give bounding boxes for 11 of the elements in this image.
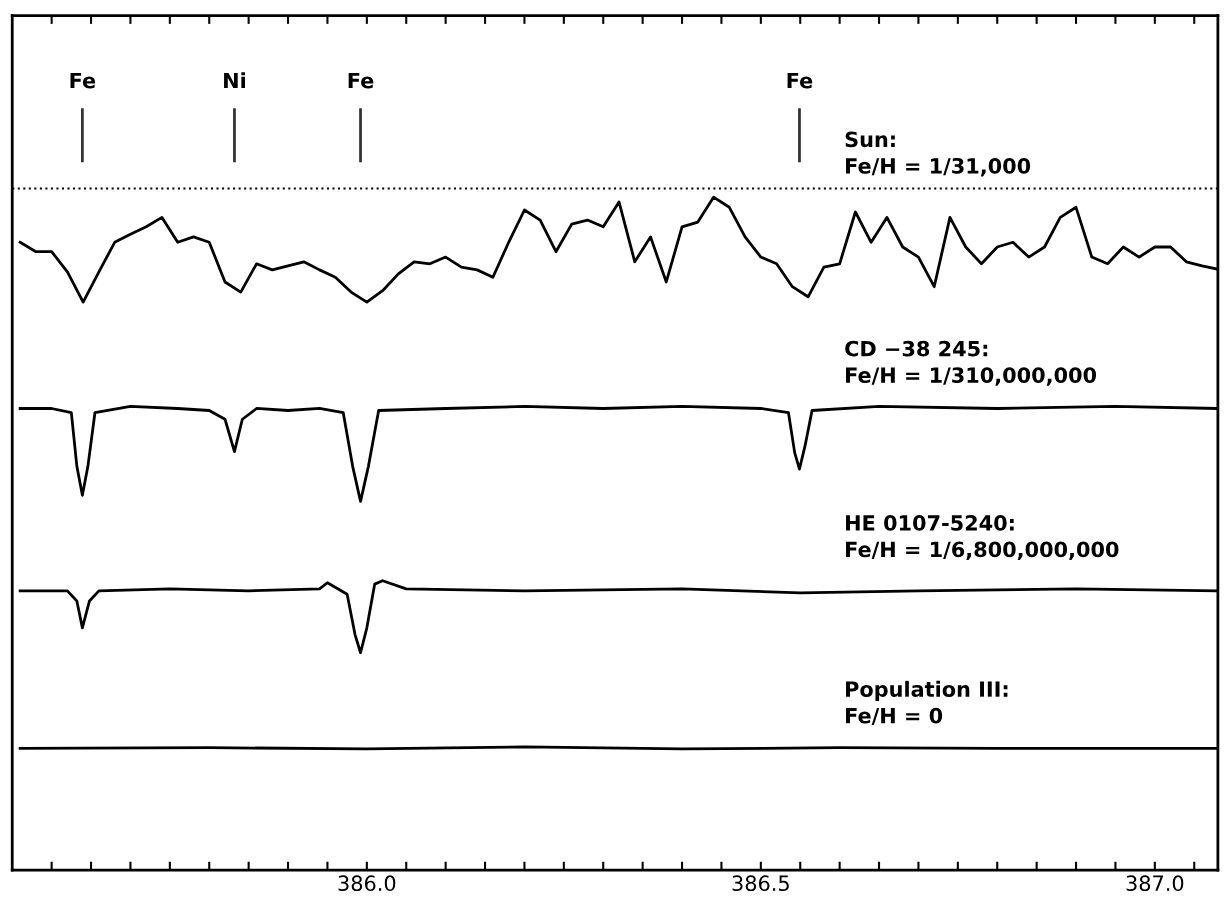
x-tick-label: 386.0 [338,875,396,892]
x-tick-label: 386.5 [732,875,789,892]
ref-line-label: Fe [348,72,374,89]
series-label: Population III: Fe/H = 0 [846,680,1008,726]
series-label: CD −38 245: Fe/H = 1/310,000,000 [845,340,1097,386]
ref-line-label: Fe [787,72,813,89]
x-tick-label: 387.0 [1126,875,1184,892]
ref-line-label: Fe [70,72,96,89]
series-label: HE 0107-5240: Fe/H = 1/6,800,000,000 [846,515,1119,560]
ref-line-label: Ni [224,72,245,89]
series-label: Sun: Fe/H = 1/31,000 [845,131,1031,177]
